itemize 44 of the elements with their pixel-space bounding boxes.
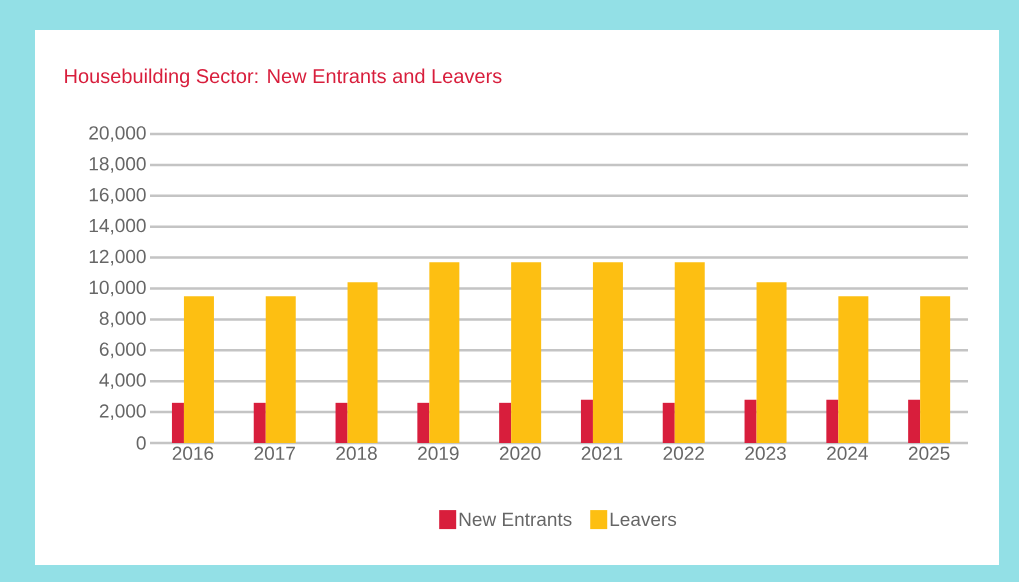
x-tick-label: 2016	[172, 446, 214, 460]
bar	[417, 402, 430, 443]
y-tick-label: 8,000	[99, 311, 146, 328]
x-tick-label: 2018	[336, 446, 377, 460]
x-tick-label: 2017	[254, 446, 295, 460]
bar	[826, 399, 839, 443]
bar	[662, 402, 675, 443]
y-tick-label: 12,000	[89, 249, 146, 266]
x-tick-label: 2020	[499, 446, 541, 460]
legend-label: Leavers	[610, 512, 677, 527]
bar	[499, 402, 512, 443]
y-tick-label: 18,000	[89, 157, 146, 173]
bar	[171, 402, 184, 443]
legend-label: New Entrants	[459, 512, 572, 527]
y-tick-label: 4,000	[99, 373, 146, 390]
y-tick-label: 10,000	[89, 280, 146, 297]
bar	[908, 399, 921, 443]
bar	[744, 399, 757, 443]
bar	[429, 262, 460, 443]
y-tick-label: 14,000	[89, 218, 146, 235]
x-tick-label: 2024	[827, 446, 868, 460]
y-tick-label: 6,000	[99, 342, 146, 359]
bar	[920, 296, 951, 443]
bar	[265, 296, 296, 443]
bar	[580, 399, 593, 443]
bar	[335, 402, 348, 443]
bar	[183, 296, 214, 443]
x-tick-label: 2022	[663, 446, 704, 460]
x-tick-label: 2023	[745, 446, 786, 460]
y-tick-label: 2,000	[99, 404, 146, 420]
bar	[592, 262, 623, 443]
y-tick-label: 0	[136, 436, 146, 450]
bar	[253, 402, 266, 443]
y-tick-label: 20,000	[89, 126, 146, 142]
x-tick-label: 2019	[418, 446, 459, 460]
bar	[756, 282, 787, 443]
x-tick-label: 2025	[908, 446, 950, 460]
x-tick-label: 2021	[581, 446, 623, 460]
bar	[838, 296, 869, 443]
bar	[674, 262, 705, 443]
bar	[511, 262, 542, 443]
y-tick-label: 16,000	[89, 187, 146, 204]
chart-title: Housebuilding Sector: New Entrants and Leavers	[65, 68, 502, 88]
bar	[347, 282, 378, 443]
